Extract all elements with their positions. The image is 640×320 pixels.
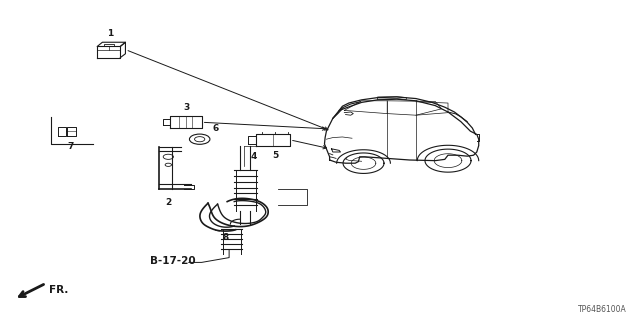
Text: FR.: FR. bbox=[49, 285, 68, 295]
Text: 7: 7 bbox=[67, 142, 74, 151]
Text: TP64B6100A: TP64B6100A bbox=[579, 305, 627, 314]
Text: 2: 2 bbox=[165, 198, 172, 207]
Text: B-17-20: B-17-20 bbox=[150, 256, 196, 266]
Text: 8: 8 bbox=[223, 233, 229, 242]
Text: 5: 5 bbox=[272, 151, 278, 160]
Text: 4: 4 bbox=[251, 152, 257, 161]
Text: 6: 6 bbox=[212, 124, 219, 133]
Text: 1: 1 bbox=[107, 29, 113, 38]
Text: 3: 3 bbox=[184, 103, 190, 112]
